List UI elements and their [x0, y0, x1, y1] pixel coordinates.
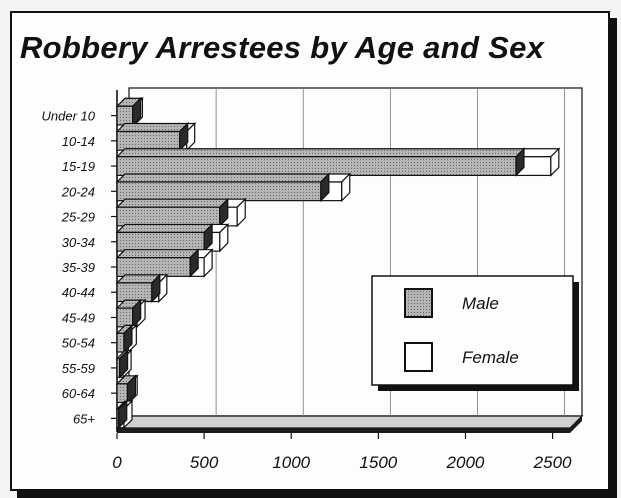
bar-male-side [219, 197, 229, 228]
bar-male [115, 273, 162, 304]
y-tick-label: 55-59 [62, 361, 95, 376]
legend-swatch-female [404, 342, 433, 372]
bar-male-top [115, 173, 331, 183]
bar-female-side [203, 248, 213, 278]
y-tick-label: 15-19 [62, 159, 95, 174]
x-tick-label: 1000 [272, 453, 310, 472]
bar-male-front [116, 206, 221, 227]
bar-male [115, 197, 230, 228]
bar-male-top [115, 223, 214, 234]
bar-male-front [116, 383, 129, 404]
bar-male-side [118, 399, 128, 430]
bar-male [115, 248, 200, 278]
bar-male-front [116, 282, 153, 303]
x-tick-label: 2000 [446, 453, 485, 472]
bar-male-front [116, 332, 125, 353]
bar-male [115, 222, 214, 253]
bar-female-side [219, 222, 229, 253]
bar-male-top [115, 148, 526, 158]
bar-male [115, 399, 129, 430]
plot-floor [115, 415, 584, 429]
bar-male [115, 147, 526, 177]
y-tick-label: 45-49 [62, 310, 95, 325]
bar-male [115, 298, 143, 329]
bar-female-side [341, 172, 351, 203]
legend-label-female: Female [462, 348, 519, 367]
bar-male-front [116, 257, 191, 277]
bar-male-front [116, 156, 517, 177]
bar-male [115, 96, 143, 127]
bar-male-side [132, 298, 142, 329]
x-tick-label: 1500 [359, 453, 397, 472]
bar-male-side [179, 122, 189, 152]
legend: Male Female [371, 275, 579, 391]
legend-swatch-male [404, 288, 433, 318]
y-tick-label: 50-54 [62, 336, 95, 351]
bar-male-front [116, 181, 322, 202]
bar-female-side [550, 147, 560, 177]
bar-male-side [132, 96, 142, 127]
bar-male-side [123, 323, 133, 354]
x-tick-label: 2500 [533, 453, 572, 472]
bar-male-front [116, 307, 134, 328]
bar-male-side [515, 147, 525, 177]
chart-title: Robbery Arrestees by Age and Sex [20, 30, 545, 65]
x-tick-label: 500 [190, 453, 219, 472]
bar-female-side [236, 197, 246, 228]
bar-male-side [119, 349, 129, 379]
y-tick-label: 60-64 [62, 386, 95, 401]
y-tick-label: 35-39 [62, 260, 95, 275]
bar-male-top [115, 198, 230, 208]
legend-label-male: Male [462, 294, 499, 313]
bar-male-top [115, 122, 190, 133]
bar-male-front [116, 130, 181, 151]
y-tick-label: 10-14 [62, 134, 95, 149]
bar-male-side [189, 248, 199, 278]
x-tick-label: 0 [112, 453, 122, 472]
plot-floor-edge [117, 416, 582, 433]
y-tick-label: 30-34 [62, 235, 95, 250]
bar-male-top [115, 249, 200, 259]
bar-male-side [126, 374, 137, 404]
y-tick-label: Under 10 [42, 109, 96, 124]
bar-male [115, 172, 331, 203]
bar-male-side [151, 273, 161, 304]
bar-male-side [203, 222, 213, 253]
bar-male [115, 122, 190, 152]
legend-box [371, 275, 574, 386]
bar-male-side [320, 172, 330, 203]
y-tick-label: 25-29 [61, 210, 95, 225]
y-tick-label: 40-44 [62, 285, 95, 300]
y-tick-label: 65+ [73, 411, 95, 426]
y-tick-label: 20-24 [61, 184, 95, 199]
bar-male [115, 374, 137, 404]
bar-male-front [116, 105, 134, 126]
bar-male-front [116, 231, 205, 252]
